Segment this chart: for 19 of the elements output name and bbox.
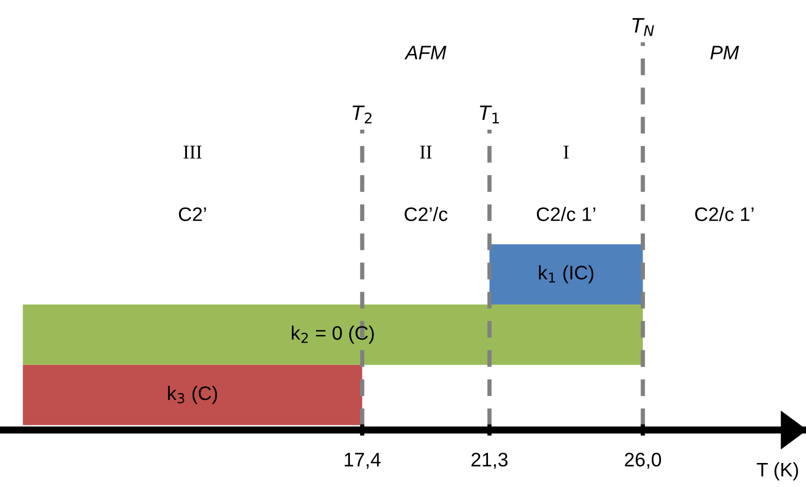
text: PM (710, 46, 740, 60)
y-tick-label: k$_{3}$ (C) (168, 386, 218, 404)
ref-line-label: T$_{2}$ (352, 106, 372, 124)
ref-line-label: T$_{N}$ (632, 18, 654, 36)
y-tick-label: k$_{1}$ (IC) (538, 265, 594, 284)
text: I (564, 146, 569, 158)
text: C2/c 1’ (536, 206, 596, 222)
text: II (420, 146, 432, 158)
text: C2/c 1’ (695, 206, 754, 222)
ref-line-label: T$_{1}$ (480, 106, 499, 124)
x-tick-label: 17,4 (344, 452, 381, 469)
text: C2’ (178, 207, 206, 222)
text: C2’/c (404, 206, 448, 222)
y-tick-label: k$_{2}$ = 0 (C) (292, 326, 374, 344)
x-tick-label: 26,0 (624, 452, 662, 469)
x-tick-label: 21,3 (472, 452, 508, 469)
x-axis-title: T (K) (756, 462, 798, 480)
text: AFM (404, 46, 446, 60)
text: III (184, 146, 202, 158)
